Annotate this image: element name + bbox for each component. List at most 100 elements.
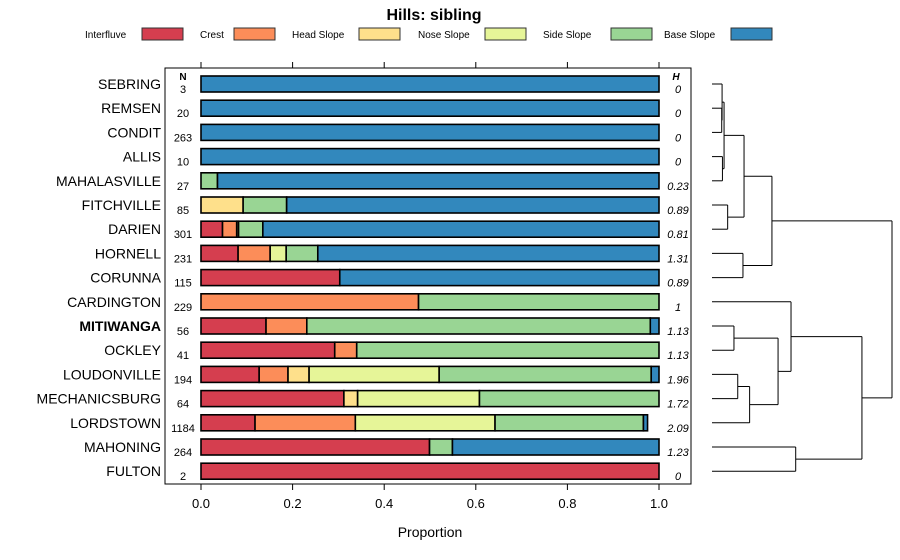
bar-segment-side-slope bbox=[242, 196, 288, 214]
legend-label: Interfluve bbox=[85, 30, 127, 41]
x-tick-label: 0.0 bbox=[192, 496, 210, 511]
x-tick-label: 0.8 bbox=[558, 496, 576, 511]
legend-label: Head Slope bbox=[292, 30, 345, 41]
bar-segment-crest bbox=[237, 244, 271, 263]
legend-swatch bbox=[484, 27, 527, 41]
bar-segment-nose-slope bbox=[269, 244, 287, 263]
x-tick-label: 0.2 bbox=[284, 496, 302, 511]
row-label: LOUDONVILLE bbox=[63, 366, 161, 382]
bar-segment-side-slope bbox=[428, 438, 454, 456]
bar-segment-interfluve bbox=[200, 389, 345, 408]
n-value: 301 bbox=[174, 229, 192, 241]
bar-segment-base-slope bbox=[338, 268, 660, 287]
h-value: 1.23 bbox=[667, 447, 689, 459]
h-value: 1.72 bbox=[667, 399, 688, 411]
n-value: 27 bbox=[177, 181, 189, 193]
h-value: 0.23 bbox=[667, 181, 689, 193]
bar-segment-crest bbox=[258, 365, 289, 384]
row-label: MAHONING bbox=[84, 439, 161, 455]
n-value: 10 bbox=[177, 157, 189, 169]
n-value: 85 bbox=[177, 205, 189, 217]
bar-segment-head-slope bbox=[287, 365, 310, 384]
row-label: REMSEN bbox=[101, 100, 161, 116]
bar-segment-crest bbox=[254, 413, 357, 432]
n-value: 3 bbox=[180, 84, 186, 96]
plot-panel bbox=[164, 67, 692, 485]
bar-segment-base-slope bbox=[262, 220, 660, 238]
bar-segment-base-slope bbox=[316, 244, 660, 263]
row-label: DARIEN bbox=[108, 221, 161, 237]
h-value: 0.81 bbox=[667, 229, 688, 241]
row-label: FITCHVILLE bbox=[82, 197, 161, 213]
legend-label: Base Slope bbox=[664, 30, 716, 41]
x-axis-label: Proportion bbox=[398, 524, 463, 540]
bar-segment-base-slope bbox=[642, 413, 649, 432]
legend-swatch bbox=[610, 27, 653, 41]
bar-segment-interfluve bbox=[200, 220, 224, 238]
h-value: 0 bbox=[675, 157, 682, 169]
x-tick-label: 0.6 bbox=[467, 496, 485, 511]
n-value: 56 bbox=[177, 326, 189, 338]
bar-segment-side-slope bbox=[417, 292, 660, 311]
n-value: 264 bbox=[174, 447, 192, 459]
bar-segment-head-slope bbox=[200, 196, 244, 214]
bar-segment-crest bbox=[200, 292, 420, 311]
n-value: 229 bbox=[174, 302, 192, 314]
row-label: ALLIS bbox=[123, 149, 161, 165]
bar-segment-interfluve bbox=[200, 462, 660, 481]
bar-segment-head-slope bbox=[343, 389, 359, 408]
bar-segment-base-slope bbox=[451, 438, 660, 456]
n-value: 41 bbox=[177, 350, 189, 362]
bar-segment-base-slope bbox=[649, 317, 660, 335]
n-value: 64 bbox=[177, 399, 189, 411]
bar-segment-base-slope bbox=[200, 99, 660, 117]
chart-title: Hills: sibling bbox=[386, 7, 481, 24]
row-label: HORNELL bbox=[95, 245, 161, 261]
row-label: CORUNNA bbox=[90, 270, 161, 286]
legend: Interfluve Crest Head Slope Nose Slope Side … bbox=[85, 27, 773, 41]
h-value: 0 bbox=[675, 108, 682, 120]
bar-segment-side-slope bbox=[200, 172, 219, 190]
bar-segment-interfluve bbox=[200, 413, 256, 432]
h-value: 1.96 bbox=[667, 374, 689, 386]
n-value: 194 bbox=[174, 374, 192, 386]
bar-segment-interfluve bbox=[200, 268, 341, 287]
bar-segment-side-slope bbox=[285, 244, 319, 263]
bar-segment-base-slope bbox=[200, 123, 660, 142]
row-label: FULTON bbox=[106, 463, 161, 479]
row-label: MITIWANGA bbox=[79, 318, 161, 334]
h-value: 1 bbox=[675, 302, 681, 314]
legend-swatch bbox=[358, 27, 401, 41]
bar-segment-base-slope bbox=[650, 365, 660, 384]
n-value: 20 bbox=[177, 108, 189, 120]
h-value: 0 bbox=[675, 471, 682, 483]
legend-swatch bbox=[730, 27, 773, 41]
bar-segment-side-slope bbox=[355, 341, 660, 360]
x-tick-label: 0.4 bbox=[375, 496, 393, 511]
h-value: 0.89 bbox=[667, 278, 688, 290]
row-label: CARDINGTON bbox=[67, 294, 161, 310]
bar-segment-base-slope bbox=[216, 172, 660, 190]
row-label: LORDSTOWN bbox=[70, 415, 161, 431]
legend-swatch bbox=[233, 27, 276, 41]
legend-label: Crest bbox=[200, 30, 224, 41]
bar-segment-side-slope bbox=[438, 365, 653, 384]
n-header: N bbox=[179, 72, 186, 83]
bar-segment-crest bbox=[221, 220, 238, 238]
row-label: MAHALASVILLE bbox=[56, 173, 161, 189]
bar-segment-side-slope bbox=[494, 413, 645, 432]
row-label: SEBRING bbox=[98, 76, 161, 92]
x-axis: 0.0 0.2 0.4 0.6 0.8 1.0 bbox=[192, 62, 668, 511]
bar-segment-interfluve bbox=[200, 244, 239, 263]
h-value: 0.89 bbox=[667, 205, 688, 217]
bar-segment-crest bbox=[333, 341, 358, 360]
bar-segment-base-slope bbox=[200, 147, 660, 166]
bar-segment-side-slope bbox=[237, 220, 264, 238]
bar-segment-nose-slope bbox=[356, 389, 481, 408]
bar-segment-interfluve bbox=[200, 365, 260, 384]
bar-segment-base-slope bbox=[200, 75, 660, 93]
n-value: 1184 bbox=[171, 423, 195, 435]
h-value: 0 bbox=[675, 132, 682, 144]
